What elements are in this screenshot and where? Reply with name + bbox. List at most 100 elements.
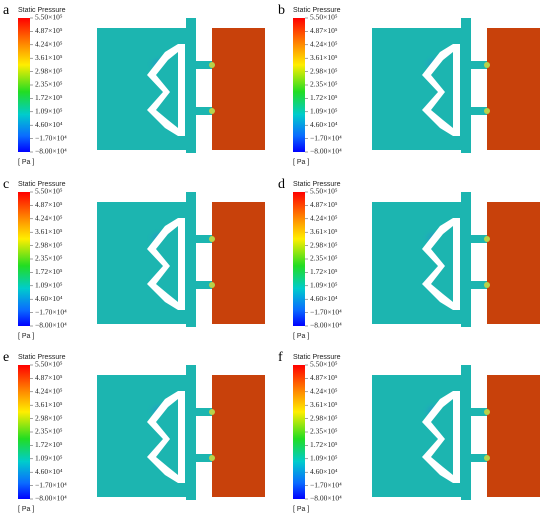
- colorbar: [293, 18, 305, 152]
- panel-label: e: [3, 350, 9, 365]
- colorbar-tick-label: −1.70×10⁴: [35, 133, 67, 142]
- colorbar-tick-label: −1.70×10⁴: [35, 307, 67, 316]
- colorbar-tick-label: 5.50×10⁵: [35, 187, 63, 196]
- colorbar-tick-label: 1.72×10⁵: [35, 93, 63, 102]
- colorbar-tick-label: 4.60×10⁴: [310, 120, 338, 129]
- legend-unit: [ Pa ]: [18, 159, 34, 166]
- colorbar-tick-label: 4.24×10⁵: [35, 40, 63, 49]
- colorbar: [18, 192, 30, 326]
- colorbar-tick-label: 1.09×10⁵: [310, 107, 338, 116]
- colorbar-tick-label: 2.35×10⁵: [310, 254, 338, 263]
- pressure-contour: [97, 365, 265, 500]
- colorbar-tick-label: 2.35×10⁵: [310, 80, 338, 89]
- legend-title: Static Pressure: [18, 354, 66, 361]
- colorbar-tick-label: 1.09×10⁵: [35, 454, 63, 463]
- colorbar-tick-label: 4.87×10⁵: [310, 200, 338, 209]
- colorbar-tick-label: 2.98×10⁵: [35, 66, 63, 75]
- pressure-contour: [97, 18, 265, 153]
- colorbar-tick-label: 4.87×10⁵: [35, 26, 63, 35]
- colorbar-tick-label: 2.35×10⁵: [35, 427, 63, 436]
- colorbar: [293, 365, 305, 499]
- colorbar-tick-label: 1.09×10⁵: [310, 454, 338, 463]
- legend-title: Static Pressure: [18, 7, 66, 14]
- colorbar-tick-label: 4.60×10⁴: [35, 467, 63, 476]
- colorbar-tick-label: −8.00×10⁴: [35, 321, 67, 330]
- colorbar-tick-label: 5.50×10⁵: [310, 360, 338, 369]
- panel-label: c: [3, 177, 9, 192]
- colorbar-tick-label: 1.72×10⁵: [35, 440, 63, 449]
- colorbar-tick-label: 4.60×10⁴: [310, 294, 338, 303]
- panel-label: a: [3, 3, 10, 18]
- colorbar-tick-label: 2.35×10⁵: [35, 80, 63, 89]
- colorbar-tick-label: 5.50×10⁵: [310, 13, 338, 22]
- colorbar-tick-label: 4.24×10⁵: [310, 40, 338, 49]
- colorbar-tick-label: 4.24×10⁵: [35, 214, 63, 223]
- legend-title: Static Pressure: [18, 181, 66, 188]
- legend-unit: [ Pa ]: [18, 333, 34, 340]
- pressure-contour: [372, 18, 540, 153]
- colorbar-tick-label: 4.60×10⁴: [35, 120, 63, 129]
- colorbar-tick-label: −1.70×10⁴: [310, 133, 342, 142]
- legend-unit: [ Pa ]: [293, 506, 309, 513]
- colorbar-tick-label: 1.72×10⁵: [310, 93, 338, 102]
- colorbar-tick-label: 4.60×10⁴: [310, 467, 338, 476]
- colorbar-tick-label: 5.50×10⁵: [35, 13, 63, 22]
- colorbar-tick-label: 4.87×10⁵: [35, 200, 63, 209]
- colorbar-tick-label: 5.50×10⁵: [35, 360, 63, 369]
- legend-unit: [ Pa ]: [293, 333, 309, 340]
- colorbar-tick-label: −8.00×10⁴: [310, 321, 342, 330]
- colorbar-tick-label: 2.35×10⁵: [35, 254, 63, 263]
- colorbar-tick-label: 2.98×10⁵: [35, 240, 63, 249]
- colorbar-tick-label: 3.61×10⁵: [35, 53, 63, 62]
- colorbar-tick-label: 4.24×10⁵: [310, 214, 338, 223]
- colorbar-tick-label: 4.87×10⁵: [310, 373, 338, 382]
- legend-title: Static Pressure: [293, 7, 341, 14]
- colorbar-tick-label: −1.70×10⁴: [310, 480, 342, 489]
- colorbar-tick-label: 3.61×10⁵: [35, 227, 63, 236]
- colorbar-tick-label: 1.09×10⁵: [35, 281, 63, 290]
- legend-unit: [ Pa ]: [18, 506, 34, 513]
- colorbar: [18, 365, 30, 499]
- panel-label: f: [278, 350, 283, 365]
- colorbar-tick-label: 2.35×10⁵: [310, 427, 338, 436]
- colorbar-tick-label: 2.98×10⁵: [310, 66, 338, 75]
- pressure-contour: [372, 192, 540, 327]
- colorbar-tick-label: 4.24×10⁵: [35, 387, 63, 396]
- colorbar-tick-label: 4.60×10⁴: [35, 294, 63, 303]
- colorbar-tick-label: −8.00×10⁴: [35, 494, 67, 503]
- colorbar: [293, 192, 305, 326]
- colorbar-tick-label: 1.09×10⁵: [35, 107, 63, 116]
- legend-unit: [ Pa ]: [293, 159, 309, 166]
- colorbar-tick-label: 1.72×10⁵: [310, 440, 338, 449]
- colorbar-tick-label: −8.00×10⁴: [35, 147, 67, 156]
- colorbar-tick-label: −1.70×10⁴: [310, 307, 342, 316]
- colorbar-tick-label: −8.00×10⁴: [310, 147, 342, 156]
- colorbar-tick-label: 5.50×10⁵: [310, 187, 338, 196]
- colorbar-tick-label: 4.87×10⁵: [35, 373, 63, 382]
- colorbar-tick-label: 1.09×10⁵: [310, 281, 338, 290]
- legend-title: Static Pressure: [293, 354, 341, 361]
- colorbar-tick-label: 3.61×10⁵: [310, 227, 338, 236]
- colorbar: [18, 18, 30, 152]
- colorbar-tick-label: −1.70×10⁴: [35, 480, 67, 489]
- colorbar-tick-label: 4.24×10⁵: [310, 387, 338, 396]
- colorbar-tick-label: 3.61×10⁵: [35, 400, 63, 409]
- colorbar-tick-label: 2.98×10⁵: [310, 413, 338, 422]
- legend-title: Static Pressure: [293, 181, 341, 188]
- panel-label: b: [278, 3, 285, 18]
- colorbar-tick-label: 3.61×10⁵: [310, 53, 338, 62]
- colorbar-tick-label: 1.72×10⁵: [35, 267, 63, 276]
- colorbar-tick-label: 2.98×10⁵: [310, 240, 338, 249]
- colorbar-tick-label: 3.61×10⁵: [310, 400, 338, 409]
- panel-label: d: [278, 177, 285, 192]
- pressure-contour: [372, 365, 540, 500]
- pressure-contour: [97, 192, 265, 327]
- colorbar-tick-label: 1.72×10⁵: [310, 267, 338, 276]
